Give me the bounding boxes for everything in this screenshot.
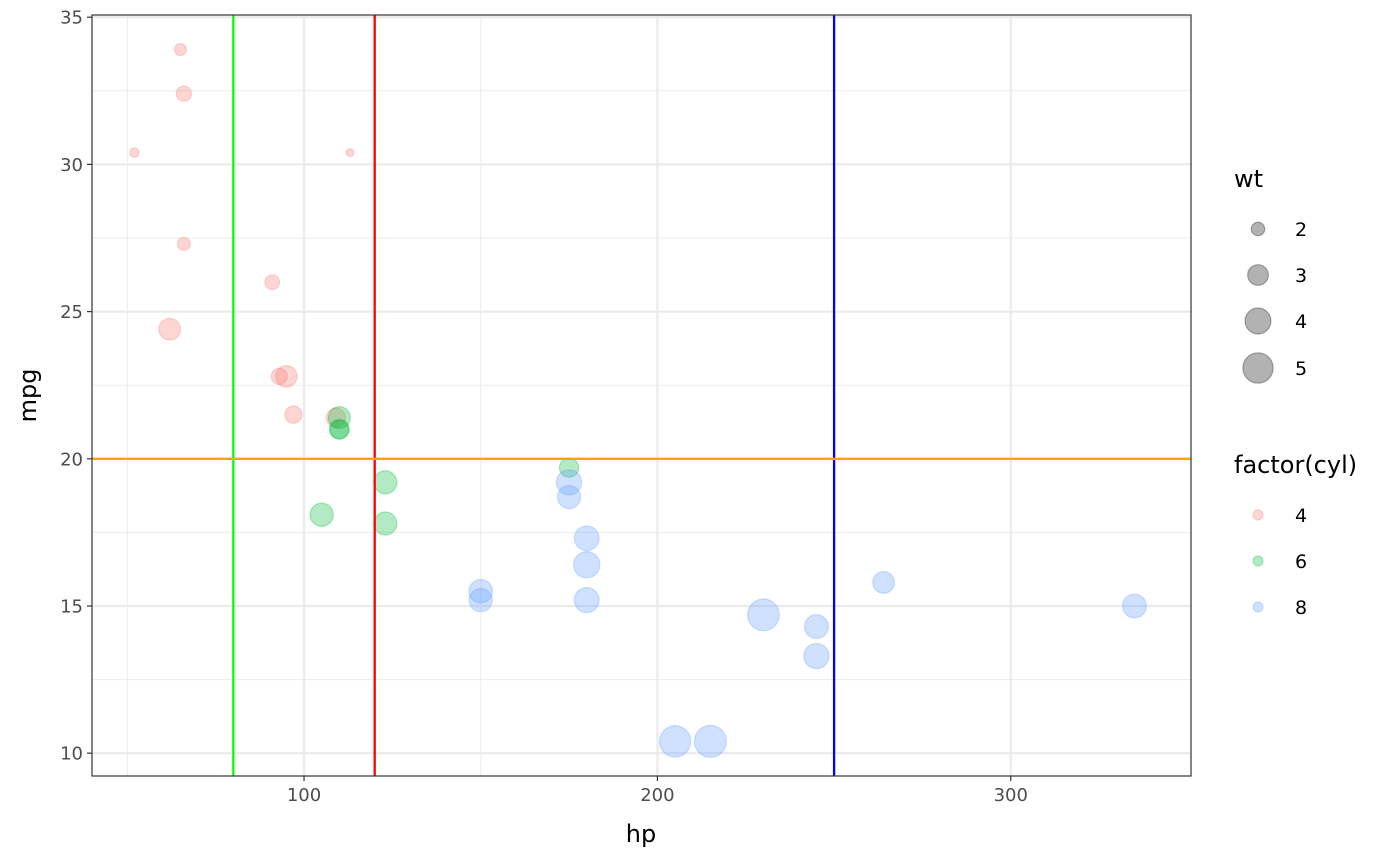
data-point-cyl-8	[573, 525, 600, 552]
data-point-cyl-6	[329, 419, 350, 440]
y-tick-label: 10	[60, 744, 83, 765]
y-tick-label: 30	[60, 155, 83, 176]
data-point-cyl-4	[173, 43, 187, 57]
data-point-cyl-4	[325, 407, 347, 428]
data-point-cyl-8	[468, 578, 494, 604]
data-point-cyl-4	[345, 148, 355, 158]
data-point-cyl-6	[327, 406, 351, 430]
data-point-cyl-6	[328, 418, 350, 440]
data-point-cyl-6	[309, 502, 334, 527]
data-point-cyl-8	[556, 484, 582, 510]
data-point-cyl-4	[274, 364, 298, 388]
size-legend-label: 2	[1295, 219, 1307, 241]
data-point-cyl-4	[264, 274, 281, 291]
data-point-cyl-8	[872, 571, 895, 594]
size-legend-key	[1250, 221, 1266, 237]
data-point-cyl-4	[176, 236, 191, 251]
data-point-cyl-8	[572, 551, 601, 579]
data-points	[129, 43, 1147, 759]
data-point-cyl-4	[270, 367, 288, 386]
data-point-cyl-8	[555, 469, 583, 496]
size-legend: wt 2 3 4 5	[1234, 165, 1307, 384]
color-legend-label: 4	[1295, 505, 1307, 527]
y-tick-label: 25	[60, 302, 83, 323]
size-legend-key	[1247, 264, 1269, 286]
x-tick-label: 200	[640, 785, 674, 806]
reference-lines	[92, 15, 1191, 776]
data-point-cyl-8	[573, 587, 600, 614]
color-legend-key	[1252, 601, 1264, 613]
data-point-cyl-8	[1121, 593, 1147, 619]
size-legend-title: wt	[1234, 165, 1263, 193]
plot-panel-border	[91, 14, 1192, 777]
data-point-cyl-4	[284, 405, 303, 424]
x-tick-label: 100	[287, 785, 321, 806]
axes: 100 200 300 10 15 20 25 30 35	[60, 8, 1028, 806]
data-point-cyl-8	[746, 598, 780, 632]
size-legend-key	[1244, 307, 1272, 335]
y-tick-label: 20	[60, 449, 83, 470]
color-legend-key	[1252, 509, 1264, 521]
data-point-cyl-8	[658, 725, 692, 758]
data-point-cyl-4	[175, 85, 193, 102]
plot-panel-background	[92, 15, 1191, 776]
x-tick-label: 300	[994, 785, 1028, 806]
color-legend: factor(cyl) 4 6 8	[1234, 451, 1357, 619]
data-point-cyl-6	[373, 470, 398, 495]
color-legend-title: factor(cyl)	[1234, 451, 1357, 479]
data-point-cyl-6	[373, 511, 398, 536]
size-legend-key	[1242, 352, 1274, 384]
y-axis-title: mpg	[14, 369, 42, 423]
x-axis-title: hp	[626, 820, 656, 848]
color-legend-label: 8	[1295, 597, 1307, 619]
y-tick-label: 15	[60, 596, 83, 617]
size-legend-label: 5	[1295, 358, 1307, 380]
data-point-cyl-8	[693, 724, 728, 759]
data-point-cyl-8	[468, 587, 493, 613]
size-legend-label: 4	[1295, 311, 1307, 333]
y-tick-label: 35	[60, 8, 83, 29]
color-legend-key	[1252, 555, 1264, 567]
color-legend-label: 6	[1295, 551, 1307, 573]
data-point-cyl-4	[158, 317, 182, 341]
data-point-cyl-8	[803, 614, 829, 640]
data-point-cyl-4	[129, 147, 140, 158]
data-point-cyl-8	[803, 642, 830, 670]
size-legend-label: 3	[1295, 265, 1307, 287]
